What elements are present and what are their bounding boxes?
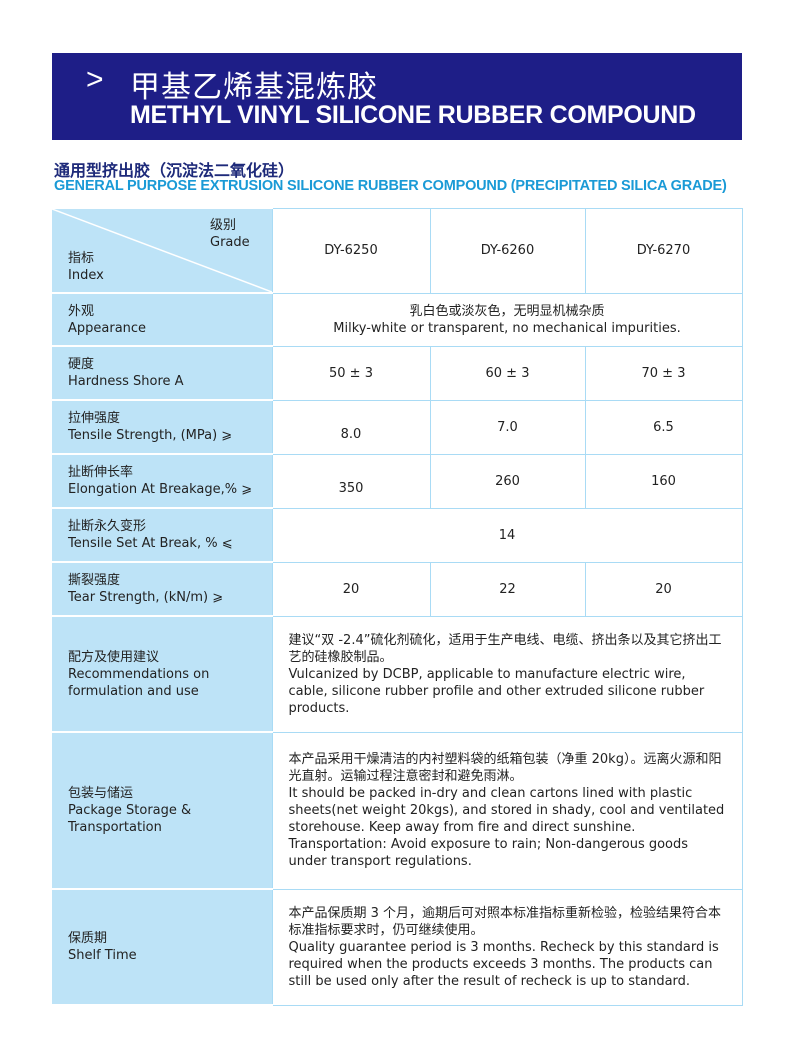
label-en: Shelf Time (68, 948, 137, 963)
label-cn: 扯断伸长率 (68, 465, 134, 480)
table-row: 包装与储运 Package Storage & Transportation 本产… (52, 731, 743, 890)
text-en: Vulcanized by DCBP, applicable to manufa… (288, 666, 705, 716)
label-en: Appearance (68, 320, 147, 336)
row-label: 硬度 Hardness Shore A (52, 345, 273, 401)
recommendation-text: 建议“双 -2.4”硫化剂硫化，适用于生产电线、电缆、挤出条以及其它挤出工艺的硅… (271, 615, 743, 733)
chevron-right-icon: > (86, 63, 104, 96)
table-row: 外观 Appearance 乳白色或淡灰色，无明显机械杂质 Milky-white … (52, 292, 743, 347)
subtitle-en: GENERAL PURPOSE EXTRUSION SILICONE RUBBE… (54, 178, 727, 194)
table-row: 扯断永久变形 Tensile Set At Break, % ⩽ 14 (52, 507, 743, 563)
label-cn: 外观 (68, 303, 95, 319)
row-label: 扯断永久变形 Tensile Set At Break, % ⩽ (52, 507, 273, 563)
grade-label-cn: 级别 (210, 218, 237, 233)
text-cn: 本产品采用干燥清洁的内衬塑料袋的纸箱包装（净重 20kg）。远离火源和阳光直射。… (288, 752, 722, 784)
row-label: 包装与储运 Package Storage & Transportation (52, 731, 273, 890)
grade-header: DY-6270 (584, 207, 743, 294)
table-row: 硬度 Hardness Shore A 50 ± 3 60 ± 3 70 ± 3 (52, 345, 743, 401)
label-en: Tensile Set At Break, % ⩽ (68, 536, 233, 551)
index-label-cn: 指标 (68, 251, 95, 266)
cell: 350 (271, 453, 431, 509)
table-row: 扯断伸长率 Elongation At Breakage,% ⩾ 350 260 … (52, 453, 743, 509)
text-en: Quality guarantee period is 3 months. Re… (288, 939, 719, 989)
row-label: 撕裂强度 Tear Strength, (kN/m) ⩾ (52, 561, 273, 617)
shelf-time-text: 本产品保质期 3 个月，逾期后可对照本标准指标重新检验，检验结果符合本标准指标要… (271, 888, 743, 1006)
row-label: 扯断伸长率 Elongation At Breakage,% ⩾ (52, 453, 273, 509)
table-row: 配方及使用建议 Recommendations on formulation an… (52, 615, 743, 733)
value-cn: 乳白色或淡灰色，无明显机械杂质 (409, 303, 605, 319)
cell: 70 ± 3 (584, 345, 743, 401)
text-en: It should be packed in-dry and clean car… (288, 786, 725, 835)
cell: 60 ± 3 (429, 345, 586, 401)
grade-label-en: Grade (210, 235, 250, 250)
package-text: 本产品采用干燥清洁的内衬塑料袋的纸箱包装（净重 20kg）。远离火源和阳光直射。… (271, 731, 743, 890)
label-en: Tensile Strength, (MPa) ⩾ (68, 428, 233, 443)
cell: 20 (584, 561, 743, 617)
cell: 6.5 (584, 399, 743, 455)
grade-header: DY-6250 (271, 207, 431, 294)
label-en: Hardness Shore A (68, 374, 184, 389)
value-en: Milky-white or transparent, no mechanica… (333, 320, 681, 336)
grade-header: DY-6260 (429, 207, 586, 294)
label-en: Elongation At Breakage,% ⩾ (68, 482, 253, 497)
index-label-en: Index (68, 268, 104, 283)
label-cn: 包装与储运 (68, 786, 134, 801)
label-cn: 配方及使用建议 (68, 649, 160, 665)
table-row: 撕裂强度 Tear Strength, (kN/m) ⩾ 20 22 20 (52, 561, 743, 617)
cell: 7.0 (429, 399, 586, 455)
row-label: 外观 Appearance (52, 292, 273, 347)
label-en: Package Storage & Transportation (68, 803, 192, 835)
cell: 50 ± 3 (271, 345, 431, 401)
cell: 22 (429, 561, 586, 617)
cell: 14 (271, 507, 743, 563)
subtitle-cn: 通用型挤出胶（沉淀法二氧化硅） (54, 161, 295, 180)
title-cn: 甲基乙烯基混炼胶 (130, 70, 378, 105)
row-label: 保质期 Shelf Time (52, 888, 273, 1006)
text-cn: 建议“双 -2.4”硫化剂硫化，适用于生产电线、电缆、挤出条以及其它挤出工艺的硅… (288, 632, 722, 665)
cell: 160 (584, 453, 743, 509)
row-label: 拉伸强度 Tensile Strength, (MPa) ⩾ (52, 399, 273, 455)
title-banner: > 甲基乙烯基混炼胶 METHYL VINYL SILICONE RUBBER … (52, 53, 742, 140)
cell: 20 (271, 561, 431, 617)
title-en: METHYL VINYL SILICONE RUBBER COMPOUND (130, 101, 696, 129)
spec-table: 级别 Grade 指标 Index DY-6250 DY-6260 DY-6270 … (52, 207, 743, 1006)
label-cn: 撕裂强度 (68, 573, 121, 588)
row-label: 配方及使用建议 Recommendations on formulation an… (52, 615, 273, 733)
label-en: Recommendations on formulation and use (68, 666, 210, 699)
cell: 8.0 (271, 399, 431, 455)
label-cn: 拉伸强度 (68, 411, 121, 426)
table-row: 拉伸强度 Tensile Strength, (MPa) ⩾ 8.0 7.0 6.… (52, 399, 743, 455)
header-corner-cell: 级别 Grade 指标 Index (52, 207, 273, 294)
label-en: Tear Strength, (kN/m) ⩾ (68, 590, 224, 605)
label-cn: 硬度 (68, 357, 95, 372)
text-cn: 本产品保质期 3 个月，逾期后可对照本标准指标重新检验，检验结果符合本标准指标要… (288, 905, 722, 938)
table-header-row: 级别 Grade 指标 Index DY-6250 DY-6260 DY-6270 (52, 207, 743, 294)
table-row: 保质期 Shelf Time 本产品保质期 3 个月，逾期后可对照本标准指标重新检… (52, 888, 743, 1006)
text-en-2: Transportation: Avoid exposure to rain; … (288, 837, 689, 869)
label-cn: 扯断永久变形 (68, 519, 147, 534)
label-cn: 保质期 (68, 931, 108, 946)
appearance-value: 乳白色或淡灰色，无明显机械杂质 Milky-white or transparen… (271, 292, 743, 347)
cell: 260 (429, 453, 586, 509)
